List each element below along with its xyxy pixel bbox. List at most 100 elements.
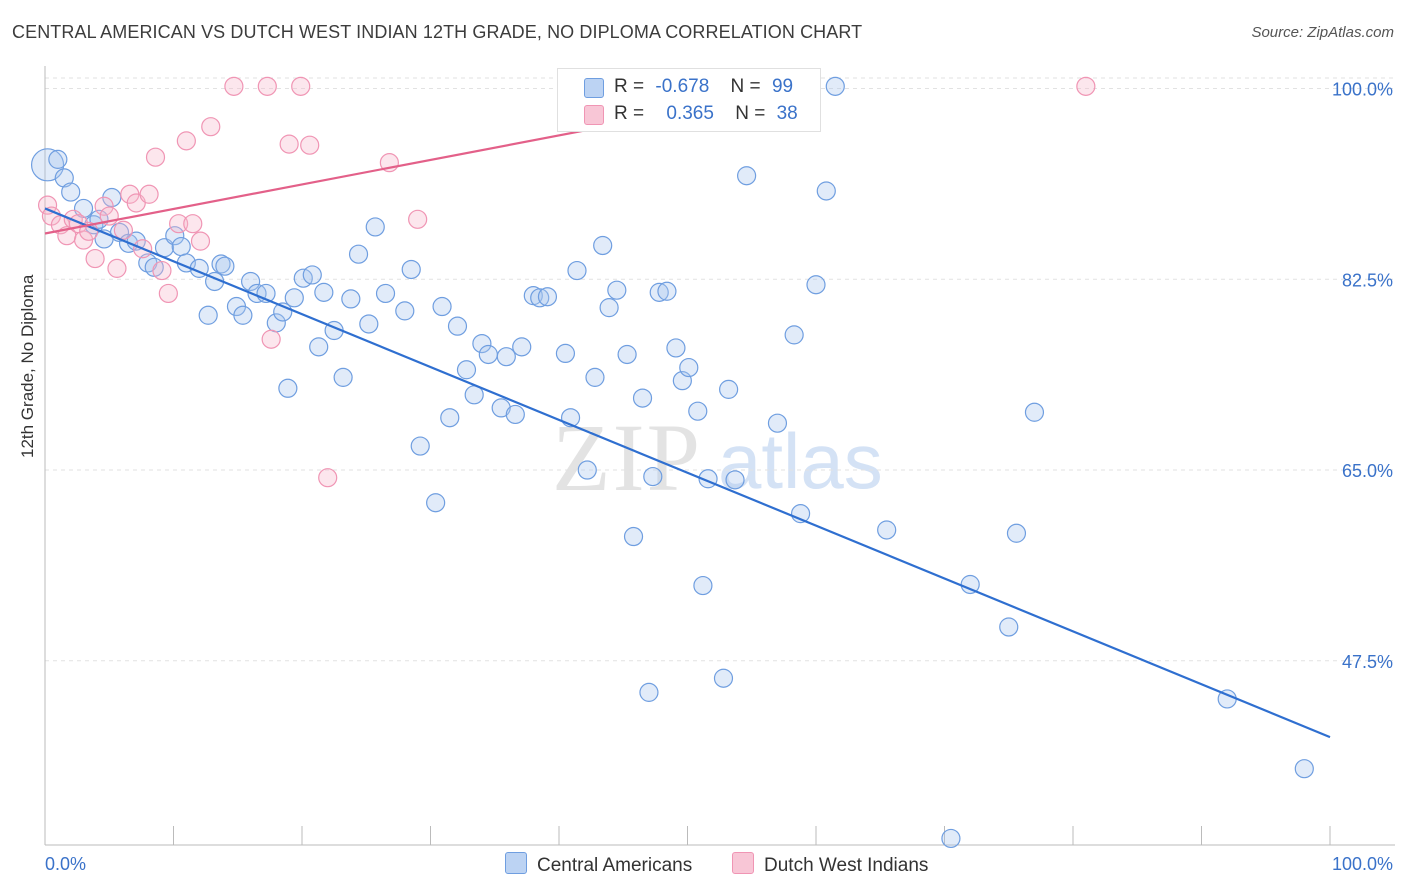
point-dutch-west-indians <box>224 76 244 96</box>
point-central-americans <box>215 256 235 276</box>
point-central-americans <box>643 466 663 487</box>
bottom-legend-swatch-pink <box>732 852 754 874</box>
point-central-americans <box>784 325 804 345</box>
legend-swatch-blue <box>584 78 604 98</box>
point-central-americans <box>278 378 298 398</box>
point-central-americans <box>233 305 253 325</box>
point-central-americans <box>426 493 446 513</box>
point-central-americans <box>401 259 421 280</box>
point-central-americans <box>165 226 185 246</box>
point-central-americans <box>725 470 745 490</box>
point-dutch-west-indians <box>1076 76 1096 96</box>
point-central-americans <box>639 682 659 702</box>
gridlines <box>45 77 1395 662</box>
point-dutch-west-indians <box>183 214 203 234</box>
point-central-americans <box>632 388 653 408</box>
point-central-americans <box>537 287 558 307</box>
point-central-americans <box>198 305 218 325</box>
point-dutch-west-indians <box>257 76 277 96</box>
chart-title: CENTRAL AMERICAN VS DUTCH WEST INDIAN 12… <box>12 22 863 42</box>
point-central-americans <box>348 244 369 264</box>
point-central-americans <box>314 282 334 302</box>
point-central-americans <box>767 413 788 433</box>
point-central-americans <box>825 76 845 96</box>
watermark-zip: ZIP <box>552 404 702 511</box>
bottom-legend-label: Central Americans <box>537 855 693 876</box>
legend-r-label: R = <box>614 76 645 97</box>
legend-row-central-americans: R = -0.678 N = 99 <box>614 76 793 98</box>
legend-r-value: -0.678 <box>655 76 710 97</box>
y-tick-label: 65.0% <box>1342 461 1393 481</box>
point-dutch-west-indians <box>107 258 127 278</box>
y-tick-label: 47.5% <box>1342 652 1393 672</box>
point-dutch-west-indians <box>176 131 196 151</box>
point-central-americans <box>688 401 708 421</box>
point-central-americans <box>54 168 74 188</box>
point-central-americans <box>341 289 361 309</box>
y-axis-label: 12th Grade, No Diploma <box>18 274 37 458</box>
point-dutch-west-indians <box>408 209 428 229</box>
point-dutch-west-indians <box>94 196 114 216</box>
point-dutch-west-indians <box>291 76 311 96</box>
point-central-americans <box>623 526 644 547</box>
point-central-americans <box>877 520 897 540</box>
point-central-americans <box>505 404 525 425</box>
point-central-americans <box>530 288 550 308</box>
source-credit: Source: ZipAtlas.com <box>1251 24 1394 41</box>
point-dutch-west-indians <box>145 147 166 167</box>
legend-n-value: 99 <box>771 76 794 97</box>
point-central-americans <box>666 338 686 358</box>
point-dutch-west-indians <box>279 134 299 154</box>
point-dutch-west-indians <box>152 260 172 281</box>
point-central-americans <box>693 575 713 596</box>
point-central-americans <box>617 344 637 365</box>
x-tick-label-max: 100.0% <box>1332 854 1393 874</box>
point-central-americans <box>567 260 587 281</box>
bottom-legend-central-americans: Central Americans <box>505 852 692 877</box>
x-tick-label-min: 0.0% <box>45 854 86 874</box>
point-central-americans <box>816 181 836 201</box>
point-dutch-west-indians <box>261 329 281 349</box>
point-central-americans <box>171 236 191 257</box>
point-dutch-west-indians <box>190 231 211 251</box>
point-central-americans <box>512 337 532 357</box>
point-central-americans <box>478 344 498 365</box>
point-central-americans <box>719 379 739 399</box>
point-dutch-west-indians <box>169 214 189 234</box>
stats-legend: R = -0.678 N = 99 R = 0.365 N = 38 <box>557 68 821 132</box>
legend-n-value: 38 <box>776 103 798 124</box>
point-central-americans <box>456 360 477 380</box>
point-central-americans <box>599 298 619 318</box>
point-central-americans <box>657 281 677 301</box>
point-central-americans <box>806 275 826 295</box>
point-central-americans <box>309 337 329 357</box>
legend-n-label: N = <box>730 76 761 97</box>
point-dutch-west-indians <box>139 184 159 204</box>
point-dutch-west-indians <box>113 220 133 240</box>
point-central-americans <box>713 668 734 688</box>
point-central-americans <box>472 333 492 354</box>
point-central-americans <box>447 316 468 336</box>
point-central-americans <box>61 182 81 202</box>
bottom-legend-swatch-blue <box>505 852 527 874</box>
point-central-americans <box>144 257 164 277</box>
point-central-americans <box>432 296 452 317</box>
point-central-americans <box>491 398 511 418</box>
legend-row-dutch-west-indians: R = 0.365 N = 38 <box>614 103 798 125</box>
point-central-americans <box>30 148 65 182</box>
point-central-americans <box>302 265 322 285</box>
y-tick-label: 82.5% <box>1342 270 1393 290</box>
point-central-americans <box>941 828 961 849</box>
point-central-americans <box>593 235 613 256</box>
point-central-americans <box>1024 402 1045 422</box>
point-central-americans <box>365 217 385 237</box>
point-central-americans <box>395 301 415 321</box>
legend-r-label: R = <box>614 103 645 124</box>
point-central-americans <box>375 283 396 304</box>
legend-swatch-pink <box>584 105 604 125</box>
point-central-americans <box>607 280 627 300</box>
point-central-americans <box>679 357 699 378</box>
point-central-americans <box>577 460 597 480</box>
point-dutch-west-indians <box>201 117 221 137</box>
